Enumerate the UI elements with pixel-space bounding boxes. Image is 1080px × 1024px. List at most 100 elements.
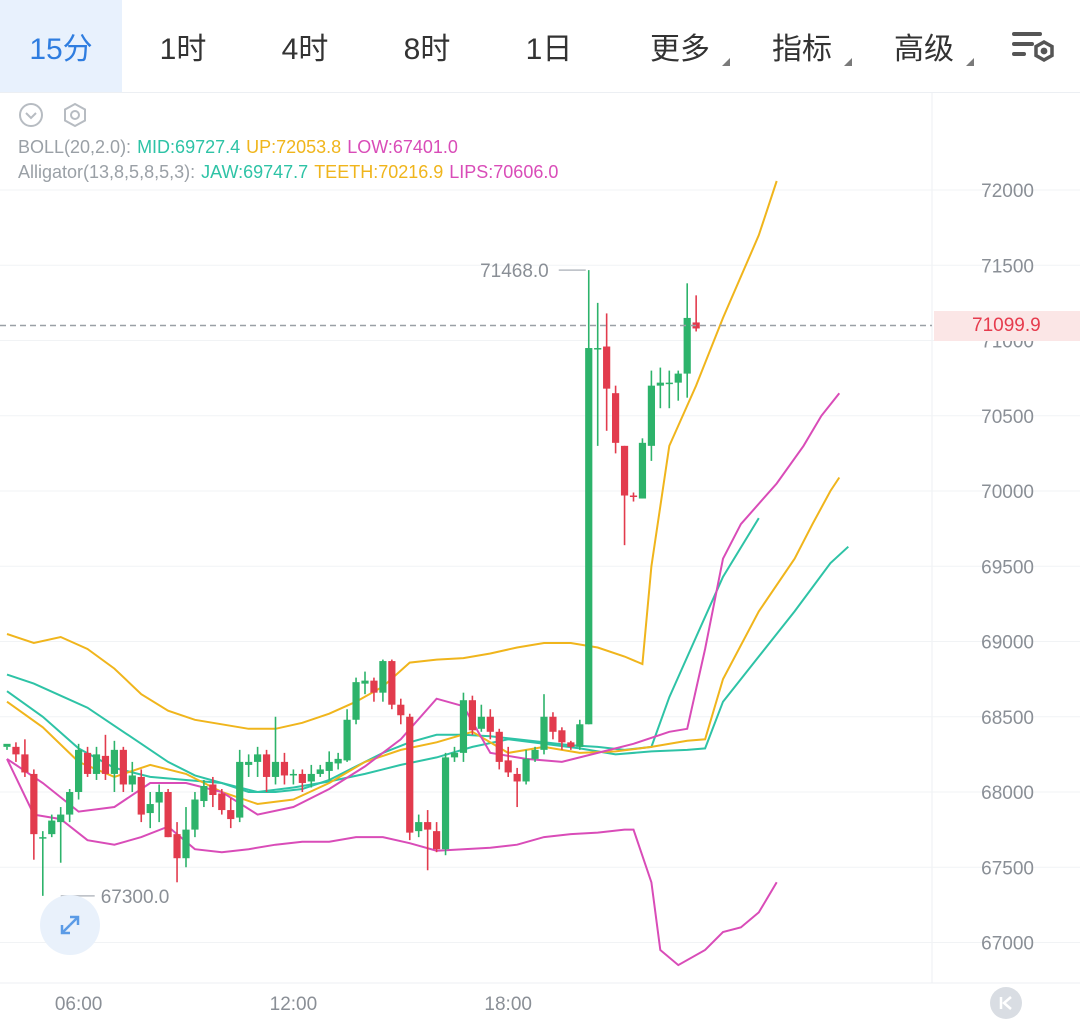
candle [361,680,369,684]
timeframe-tabbar: 15分 1时 4时 8时 1日 更多 指标 高级 [0,0,1080,93]
candle [612,393,620,443]
candle [334,758,342,764]
tab-label: 高级 [894,33,954,66]
candle [110,749,118,774]
tab-indicators[interactable]: 指标 [754,0,852,92]
candle [316,769,324,774]
tab-label: 更多 [650,33,710,66]
tab-1d[interactable]: 1日 [488,0,610,92]
candle [549,716,557,732]
chart-settings-icon[interactable] [1010,26,1060,70]
candle [218,793,226,811]
skip-to-latest-icon[interactable] [990,987,1022,1019]
candle [39,837,47,839]
tab-1h[interactable]: 1时 [122,0,244,92]
candle [83,752,92,774]
tab-more[interactable]: 更多 [632,0,730,92]
candle [594,348,602,350]
alligator-lips: LIPS:70606.0 [449,162,559,182]
y-tick-label: 69500 [981,557,1034,578]
boll-low-line [6,758,778,967]
candle [585,348,593,725]
candle [379,661,387,693]
candle [227,810,235,820]
candle [692,322,700,329]
y-tick-label: 72000 [981,181,1034,202]
candle [513,773,521,782]
candle [119,749,127,785]
x-tick-label: 06:00 [55,994,103,1015]
boll-legend: BOLL(20,2.0): MID:69727.4 UP:72053.8 LOW:67… [18,135,564,160]
alligator-jaw-line [6,545,849,794]
x-tick-label: 18:00 [484,994,532,1015]
candle [477,716,485,729]
candle [182,829,190,859]
candle [325,761,333,771]
tab-8h[interactable]: 8时 [366,0,488,92]
candle [209,784,217,796]
tab-advanced[interactable]: 高级 [876,0,974,92]
current-price-label: 71099.9 [972,315,1041,336]
candle [280,761,289,776]
chevron-down-circle-icon[interactable] [18,102,44,128]
y-tick-label: 70000 [981,482,1034,503]
y-tick-label: 70500 [981,407,1034,428]
tab-label: 指标 [772,33,832,66]
candle [352,682,360,720]
candle [236,761,244,818]
candle [3,743,11,747]
tab-15min[interactable]: 15分 [0,0,122,92]
candle [540,716,548,750]
candle [343,719,351,761]
candle [531,749,539,759]
candle [397,704,405,716]
indicator-legend: BOLL(20,2.0): MID:69727.4 UP:72053.8 LOW:67… [18,135,564,185]
candle [289,773,297,776]
candle [603,346,611,389]
candle [200,785,208,802]
current-price-tag: 71099.9 [934,311,1080,341]
candle [66,792,74,815]
dropdown-caret-icon [966,58,974,66]
candle [441,757,450,850]
candle [656,382,664,386]
alligator-teeth: TEETH:70216.9 [314,162,444,182]
candle [576,724,584,747]
dropdown-caret-icon [844,58,852,66]
boll-up-line [6,180,778,730]
candle [665,382,673,385]
candle [629,495,638,498]
candle [137,776,145,815]
tab-label: 4时 [281,33,329,66]
candle [424,822,432,830]
y-tick-label: 69000 [981,633,1034,654]
candle [504,760,512,773]
tab-4h[interactable]: 4时 [244,0,366,92]
candle [415,822,423,832]
candle [146,804,154,814]
candle [245,761,253,765]
high-price-label: 71468.0 [480,261,549,282]
candle [254,754,262,762]
tab-label: 1时 [159,33,207,66]
low-price-label: 67300.0 [101,887,170,908]
candle [12,746,20,755]
chart-panel[interactable]: 72000 71500 71000 70500 70000 69500 69000 68500… [0,93,1080,1024]
candle [21,754,29,773]
candle [558,730,566,743]
candle [75,749,83,792]
hexagon-gear-icon[interactable] [62,102,88,128]
candle [459,700,468,753]
candle [450,752,459,758]
candle [271,761,280,777]
candle [155,792,163,803]
candle [57,814,65,823]
candle [128,775,136,785]
candle [674,373,682,383]
price-chart[interactable]: 7200071500710007050070000695006900068500… [0,93,1080,1024]
candle [486,716,494,732]
candle [495,731,503,762]
candle [647,385,655,446]
expand-arrows-icon[interactable] [40,895,100,955]
candle [468,700,476,731]
